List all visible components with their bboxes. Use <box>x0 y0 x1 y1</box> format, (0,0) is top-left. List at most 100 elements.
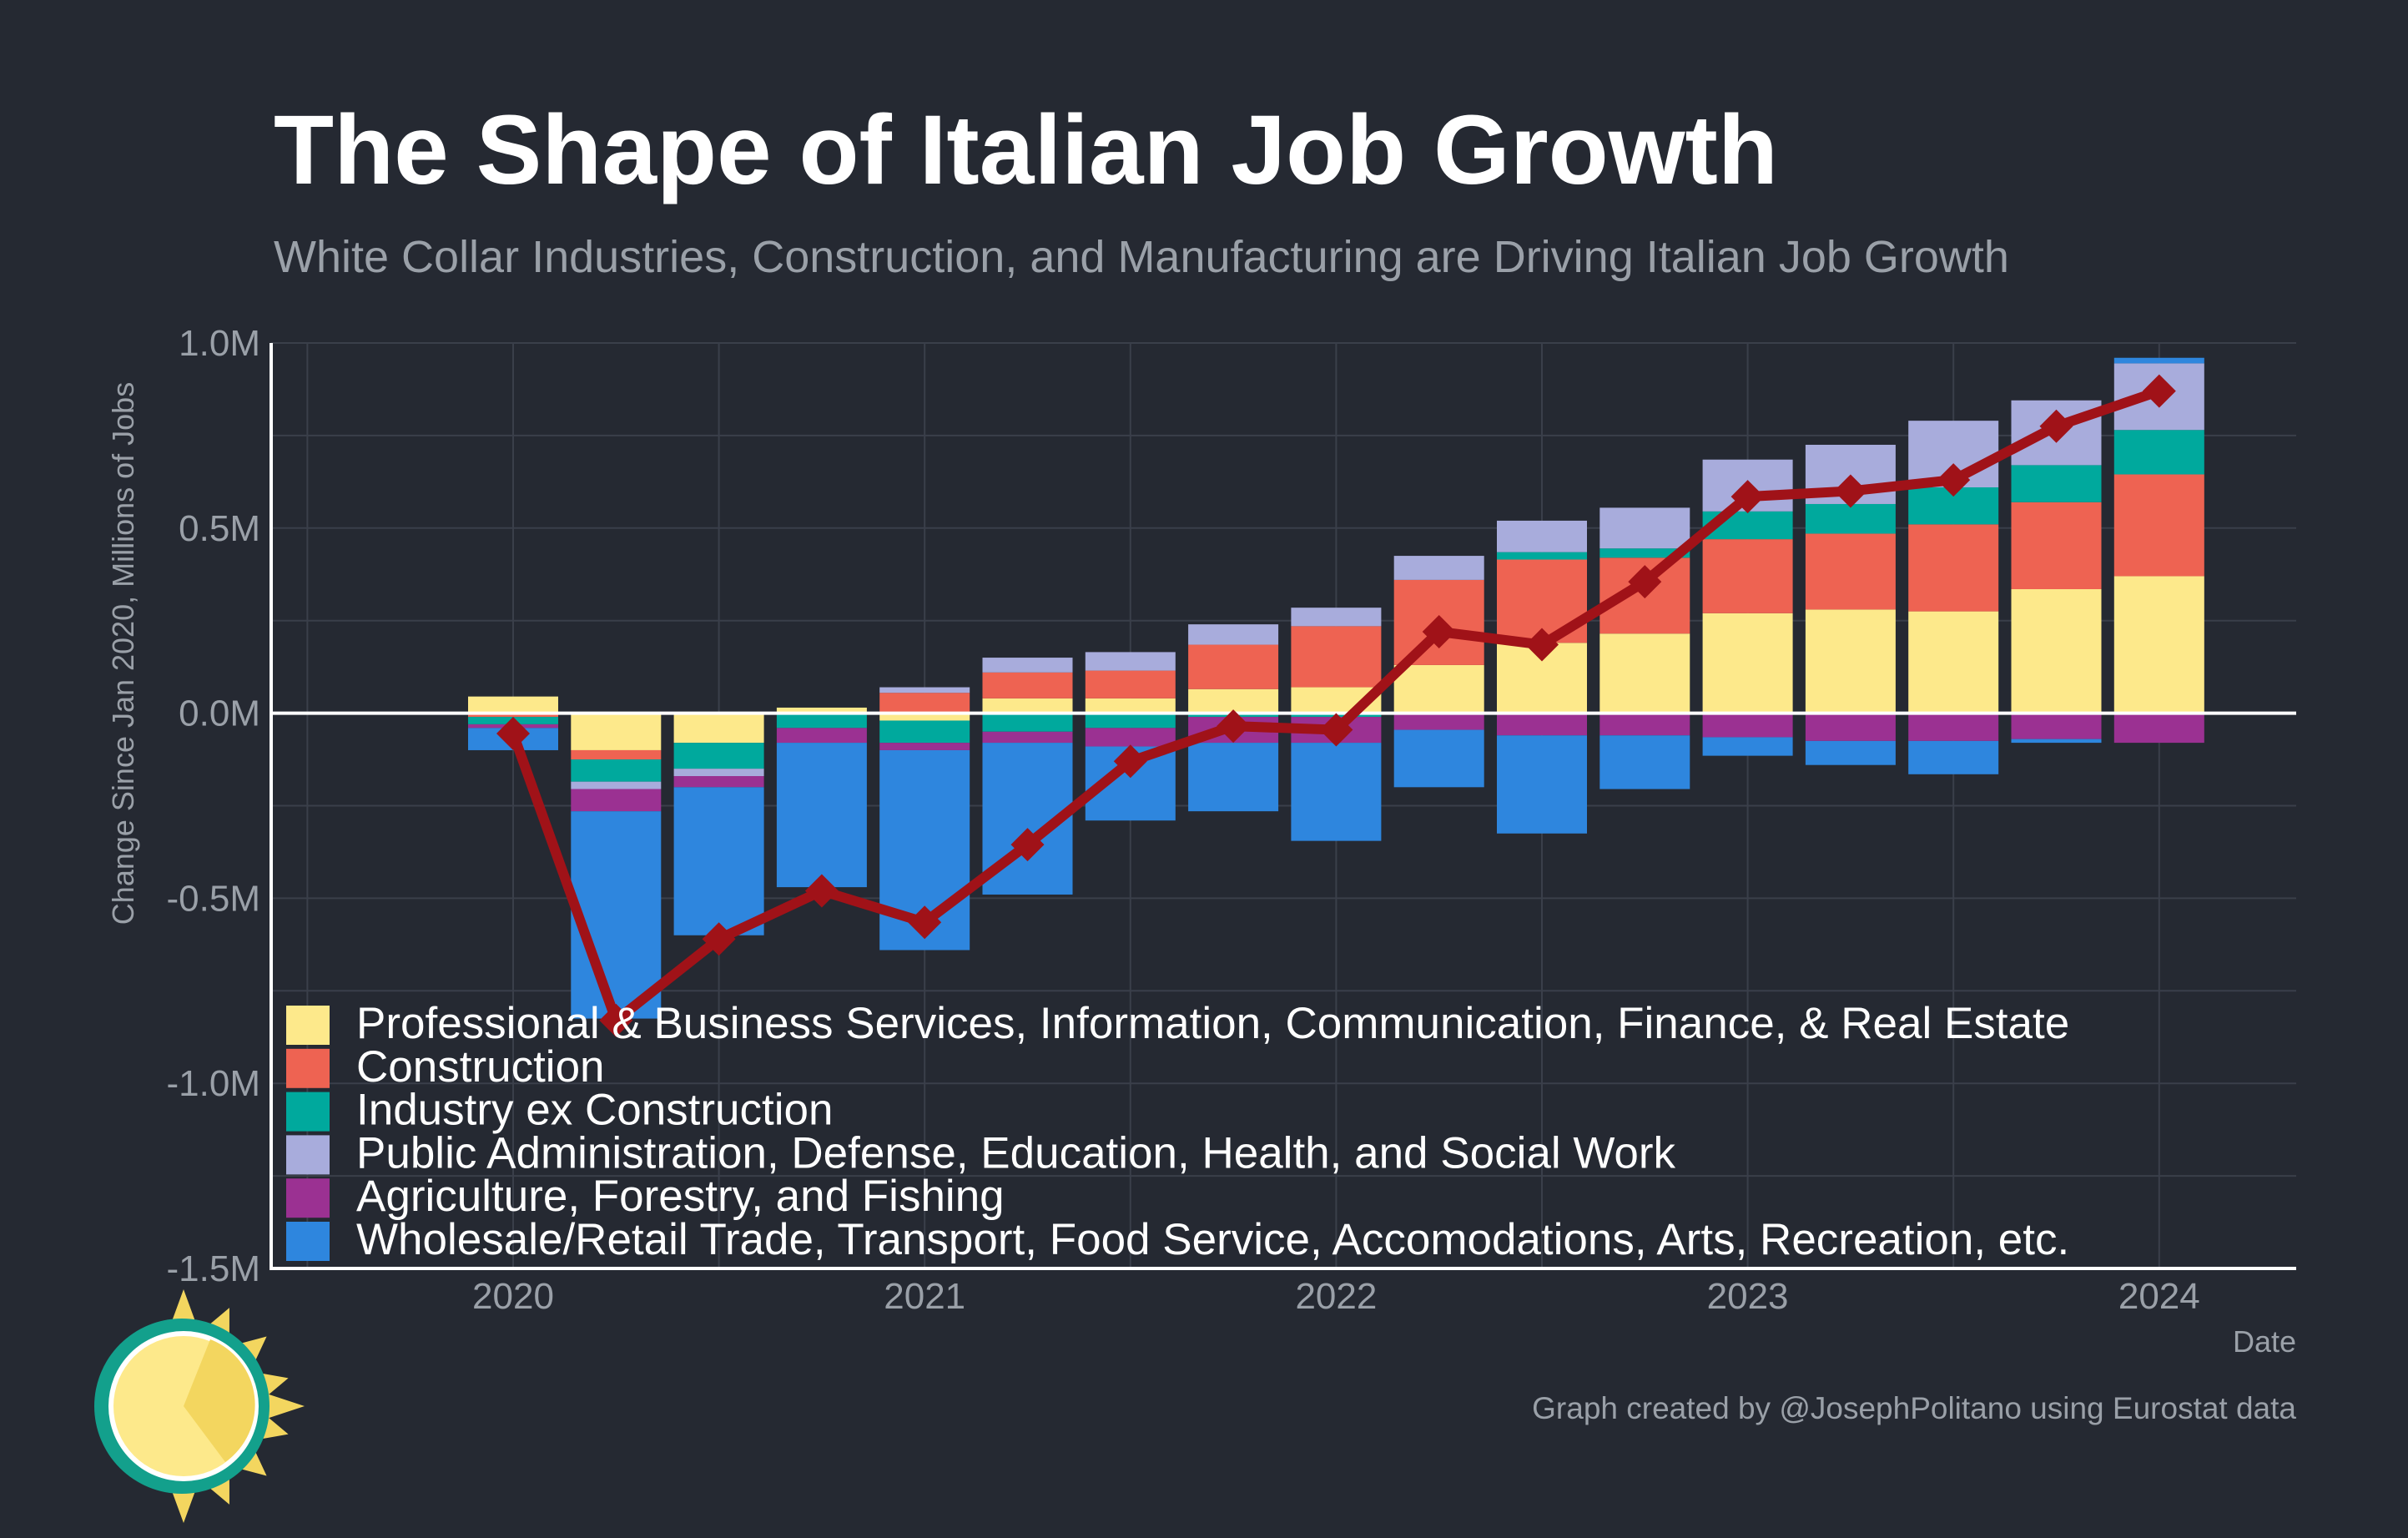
bars <box>468 357 2204 1019</box>
bar-segment-s4-2023-Q3 <box>1908 713 1999 741</box>
x-axis-title: Date <box>2233 1324 2296 1359</box>
total-point-2022-Q4 <box>1628 565 1662 599</box>
bar-segment-s0-2021-Q1 <box>879 713 970 721</box>
bar-segment-s4-2020-Q3 <box>673 776 764 788</box>
bar-segment-s1-2021-Q3 <box>1085 670 1176 698</box>
bar-segment-s0-2022-Q4 <box>1599 633 1690 714</box>
bar-segment-s4-2022-Q4 <box>1599 713 1690 736</box>
x-tick-label: 2024 <box>2118 1276 2200 1317</box>
total-point-2022-Q3 <box>1525 628 1559 662</box>
total-point-2021-Q3 <box>1113 744 1147 779</box>
bar-segment-s2-2021-Q2 <box>982 713 1073 732</box>
bar-segment-s3-2020-Q2 <box>571 781 662 789</box>
y-tick-label: 0.5M <box>179 508 260 549</box>
legend-swatch-5 <box>286 1222 330 1261</box>
bar-segment-s3-2020-Q3 <box>673 769 764 777</box>
total-point-2021-Q2 <box>1010 828 1045 862</box>
bar-segment-s4-2023-Q2 <box>1805 713 1896 741</box>
bar-segment-s4-2020-Q4 <box>776 728 867 744</box>
bar-segment-s1-2024-Q1 <box>2113 474 2204 577</box>
bar-segment-s4-2021-Q3 <box>1085 728 1176 747</box>
bar-segment-s3-2022-Q3 <box>1497 520 1587 552</box>
total-point-2020-Q1 <box>496 716 530 750</box>
bar-segment-s1-2023-Q3 <box>1908 524 1999 612</box>
bar-segment-s5-2020-Q2 <box>571 811 662 1019</box>
bar-segment-s3-2022-Q2 <box>1393 556 1484 580</box>
bar-segment-s2-2021-Q1 <box>879 720 970 744</box>
bar-segment-s0-2023-Q4 <box>2011 588 2102 714</box>
bar-segment-s2-2021-Q3 <box>1085 713 1176 729</box>
bar-segment-s2-2022-Q4 <box>1599 548 1690 558</box>
bar-segment-s2-2024-Q1 <box>2113 430 2204 475</box>
x-tick-label: 2022 <box>1295 1276 1377 1317</box>
total-point-2021-Q4 <box>1217 709 1251 744</box>
sun-ray-icon <box>261 1391 305 1421</box>
bar-segment-s5-2023-Q3 <box>1908 740 1999 774</box>
bar-segment-s5-2022-Q3 <box>1497 735 1587 834</box>
bar-segment-s3-2022-Q4 <box>1599 507 1690 549</box>
total-point-2020-Q4 <box>804 874 839 908</box>
legend-label-2: Industry ex Construction <box>356 1086 833 1135</box>
bar-segment-s0-2020-Q4 <box>776 707 867 714</box>
bar-segment-s5-2024-Q1 <box>2113 357 2204 364</box>
total-point-2023-Q2 <box>1833 474 1867 508</box>
legend-label-4: Agriculture, Forestry, and Fishing <box>356 1172 1005 1221</box>
bar-segment-s3-2021-Q1 <box>879 687 970 693</box>
bar-segment-s0-2020-Q1 <box>468 696 558 714</box>
legend-swatch-4 <box>286 1178 330 1218</box>
bar-segment-s2-2023-Q4 <box>2011 465 2102 502</box>
bar-segment-s2-2020-Q2 <box>571 759 662 782</box>
bar-segment-s5-2022-Q1 <box>1291 743 1382 841</box>
bar-segment-s2-2020-Q4 <box>776 713 867 729</box>
bar-segment-s2-2020-Q3 <box>673 743 764 769</box>
bar-segment-s0-2024-Q1 <box>2113 576 2204 714</box>
total-point-2023-Q1 <box>1730 480 1765 514</box>
bar-segment-s5-2020-Q4 <box>776 743 867 888</box>
bar-segment-s1-2021-Q4 <box>1188 644 1279 689</box>
bar-segment-s4-2022-Q2 <box>1393 713 1484 730</box>
y-tick-label: -1.5M <box>167 1248 260 1289</box>
bar-segment-s4-2020-Q2 <box>571 789 662 812</box>
bar-segment-s0-2022-Q2 <box>1393 664 1484 714</box>
sun-logo-icon <box>94 1289 305 1523</box>
bar-segment-s4-2021-Q1 <box>879 743 970 750</box>
bar-segment-s4-2022-Q3 <box>1497 713 1587 736</box>
bar-segment-s0-2023-Q3 <box>1908 611 1999 714</box>
bar-segment-s1-2023-Q2 <box>1805 533 1896 610</box>
bar-segment-s5-2022-Q2 <box>1393 729 1484 788</box>
bar-segment-s4-2021-Q2 <box>982 731 1073 744</box>
legend-label-3: Public Administration, Defense, Educatio… <box>356 1128 1676 1177</box>
bar-segment-s5-2023-Q2 <box>1805 740 1896 765</box>
total-point-2024-Q1 <box>2142 374 2176 408</box>
bar-segment-s3-2022-Q1 <box>1291 608 1382 627</box>
legend-swatch-0 <box>286 1006 330 1045</box>
legend-swatch-2 <box>286 1092 330 1132</box>
total-point-2020-Q2 <box>599 1003 633 1037</box>
bar-segment-s5-2021-Q4 <box>1188 743 1279 812</box>
bar-segment-s3-2021-Q4 <box>1188 624 1279 645</box>
total-point-2023-Q3 <box>1937 463 1971 497</box>
bar-segment-s0-2021-Q2 <box>982 698 1073 714</box>
legend: Professional & Business Services, Inform… <box>286 999 2069 1264</box>
bar-segment-s5-2023-Q1 <box>1702 737 1793 756</box>
x-tick-label: 2020 <box>472 1276 554 1317</box>
legend-label-5: Wholesale/Retail Trade, Transport, Food … <box>356 1215 2069 1264</box>
bar-segment-s0-2020-Q3 <box>673 713 764 744</box>
bar-segment-s2-2022-Q3 <box>1497 552 1587 560</box>
x-tick-label: 2023 <box>1707 1276 1789 1317</box>
legend-label-0: Professional & Business Services, Inform… <box>356 999 2069 1048</box>
caption: Graph created by @JosephPolitano using E… <box>1532 1391 2296 1425</box>
total-point-2022-Q2 <box>1422 615 1456 649</box>
bar-segment-s1-2023-Q1 <box>1702 539 1793 613</box>
chart-subtitle: White Collar Industries, Construction, a… <box>274 232 2009 282</box>
bar-segment-s1-2022-Q1 <box>1291 626 1382 688</box>
y-tick-label: -0.5M <box>167 878 260 919</box>
bar-segment-s0-2021-Q4 <box>1188 688 1279 714</box>
bar-segment-s1-2023-Q4 <box>2011 502 2102 589</box>
total-point-2023-Q4 <box>2039 409 2073 443</box>
axes: 1.0M 0.5M 0.0M -0.5M -1.0M -1.5M 2020 2021 2022 2… <box>167 323 2296 1317</box>
total-point-2020-Q3 <box>702 922 736 956</box>
bar-segment-s2-2023-Q2 <box>1805 503 1896 534</box>
y-tick-label: 0.0M <box>179 693 260 734</box>
